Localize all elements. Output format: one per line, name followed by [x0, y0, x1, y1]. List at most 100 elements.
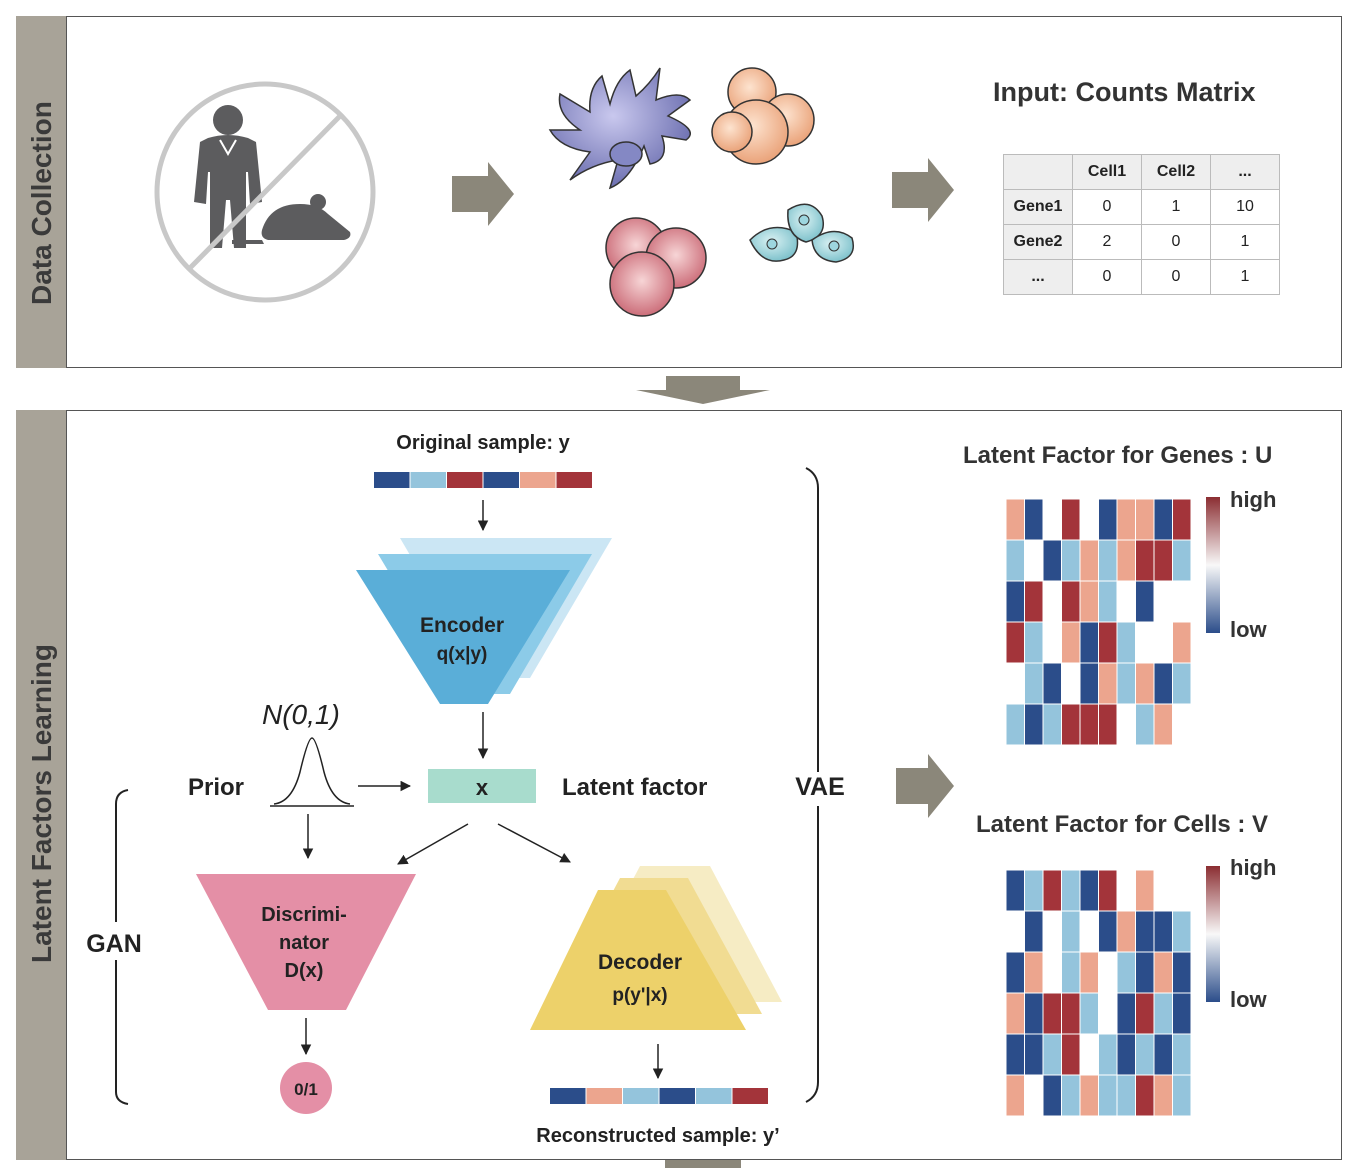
heatmap-cell — [1024, 951, 1044, 994]
table-cell: 1 — [1141, 189, 1211, 225]
gaussian-curve-icon — [273, 737, 351, 805]
heatmap-cell — [1135, 580, 1155, 623]
counts-matrix-title: Input: Counts Matrix — [993, 77, 1256, 107]
latent-learning-label: Latent Factors Learning — [26, 644, 57, 963]
heatmap-cell — [1042, 992, 1062, 1035]
heatmap-cell — [1153, 662, 1173, 705]
heatmap-cell — [1135, 910, 1155, 953]
no-human-mouse-icon — [154, 81, 376, 303]
arrow-right-icon — [896, 754, 954, 818]
heatmap-cell — [1172, 992, 1192, 1035]
legend-high-label: high — [1230, 487, 1277, 512]
output-label: 0/1 — [294, 1080, 318, 1099]
heatmap-cell — [1042, 621, 1062, 664]
table-cell: 1 — [1210, 259, 1280, 295]
heatmap-cell — [1024, 870, 1044, 912]
heatmap-cell — [1172, 1033, 1192, 1076]
heatmap-cell — [1098, 539, 1118, 582]
heatmap-cell — [1079, 499, 1099, 541]
heatmap-cell — [1024, 910, 1044, 953]
heatmap-cell — [1061, 539, 1081, 582]
table-header-cell — [1003, 154, 1073, 190]
heatmap-cell — [1079, 870, 1099, 912]
table-row: Gene1 0 1 10 — [1003, 189, 1280, 225]
prior-label: Prior — [188, 774, 244, 801]
heatmap-cell — [1098, 499, 1118, 541]
arrow-line — [397, 823, 469, 865]
heatmap-cell — [1172, 662, 1192, 705]
heatmap-v — [1006, 870, 1192, 1117]
table-cell: 0 — [1072, 189, 1142, 225]
gan-label: GAN — [86, 930, 142, 958]
heatmap-cell — [1079, 539, 1099, 582]
heatmap-cell — [1079, 992, 1099, 1035]
heatmap-cell — [1153, 951, 1173, 994]
sample-segment — [623, 1088, 659, 1104]
heatmap-cell — [1079, 1074, 1099, 1117]
heatmap-cell — [1153, 992, 1173, 1035]
heatmap-cell — [1061, 1033, 1081, 1076]
heatmap-cell — [1042, 662, 1062, 705]
counts-matrix-table: Cell1 Cell2 ... Gene1 0 1 10 Gene2 2 0 1… — [1003, 154, 1280, 295]
sample-segment — [483, 472, 519, 488]
discriminator-label-1: Discrimi- — [261, 904, 347, 926]
table-header-cell: Cell2 — [1141, 154, 1211, 190]
heatmap-cell — [1153, 499, 1173, 541]
heatmap-cell — [1079, 621, 1099, 664]
heatmap-cell — [1116, 951, 1136, 994]
heatmap-cell — [1079, 580, 1099, 623]
table-header-cell: ... — [1210, 154, 1280, 190]
table-cell: 2 — [1072, 224, 1142, 260]
panel-stub — [665, 1160, 741, 1168]
heatmap-cell — [1116, 910, 1136, 953]
heatmap-cell — [1006, 951, 1025, 994]
reconstructed-sample-label: Reconstructed sample: y’ — [536, 1125, 779, 1147]
heatmap-cell — [1061, 870, 1081, 912]
heatmap-cell — [1153, 703, 1173, 746]
sample-segment — [520, 472, 556, 488]
vae-label: VAE — [795, 773, 845, 801]
arrow-down-icon — [636, 376, 770, 404]
table-cell: 0 — [1141, 259, 1211, 295]
sample-segment — [696, 1088, 732, 1104]
table-row-header: Gene1 — [1003, 189, 1073, 225]
heatmap-cell — [1098, 1074, 1118, 1117]
heatmap-cell — [1024, 621, 1044, 664]
heatmap-cell — [1079, 1033, 1099, 1076]
heatmap-cell — [1079, 662, 1099, 705]
encoder-formula: q(x|y) — [437, 644, 488, 665]
heatmap-cell — [1006, 910, 1025, 953]
heatmap-cell — [1153, 1033, 1173, 1076]
table-cell: 0 — [1072, 259, 1142, 295]
heatmap-cell — [1098, 1033, 1118, 1076]
arrow-line — [497, 823, 571, 863]
heatmap-cell — [1098, 910, 1118, 953]
heatmap-cell — [1006, 1074, 1025, 1117]
encoder-label: Encoder — [420, 614, 504, 637]
heatmap-cell — [1135, 870, 1155, 912]
heatmap-cell — [1172, 910, 1192, 953]
heatmap-cell — [1042, 539, 1062, 582]
heatmap-cell — [1042, 580, 1062, 623]
latent-box — [428, 769, 536, 803]
heatmap-cell — [1006, 580, 1025, 623]
heatmap-cell — [1135, 621, 1155, 664]
table-header-cell: Cell1 — [1072, 154, 1142, 190]
heatmap-cell — [1024, 1033, 1044, 1076]
data-collection-label: Data Collection — [26, 101, 57, 305]
legend-low-label: low — [1230, 987, 1267, 1012]
heatmap-cell — [1135, 1074, 1155, 1117]
heatmap-cell — [1172, 1074, 1192, 1117]
data-collection-sidebar — [16, 16, 68, 368]
heatmap-cell — [1006, 870, 1025, 912]
heatmap-cell — [1079, 910, 1099, 953]
legend-gradient — [1206, 866, 1220, 1002]
heatmap-cell — [1006, 1033, 1025, 1076]
heatmap-cell — [1061, 703, 1081, 746]
heatmap-cell — [1116, 703, 1136, 746]
heatmap-cell — [1042, 499, 1062, 541]
latent-factor-label: Latent factor — [562, 774, 707, 801]
heatmap-cell — [1061, 621, 1081, 664]
sample-segment — [410, 472, 446, 488]
heatmap-cell — [1042, 951, 1062, 994]
